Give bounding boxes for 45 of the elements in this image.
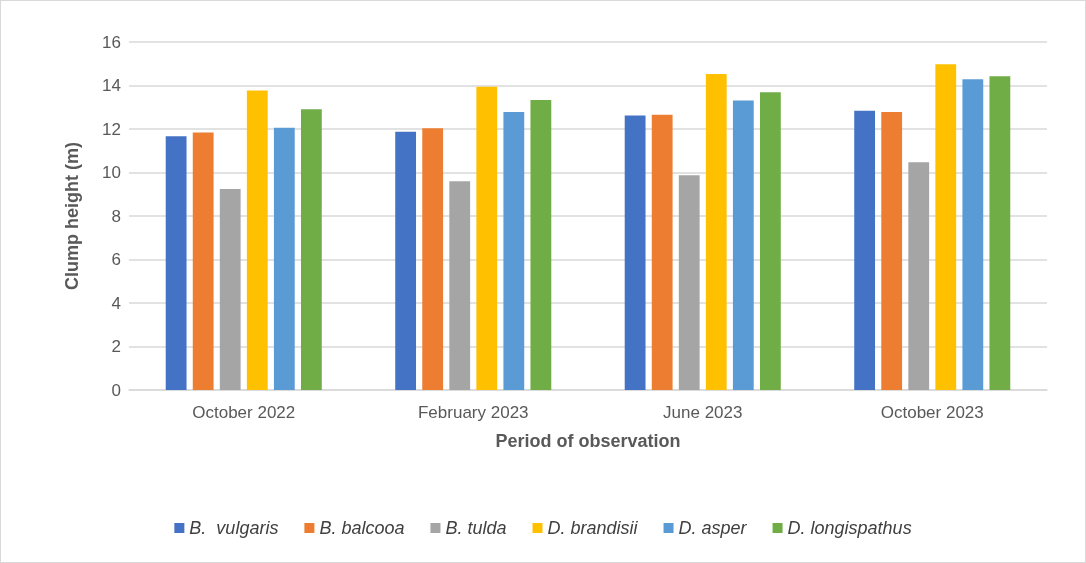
bar bbox=[678, 175, 700, 390]
x-axis-title: Period of observation bbox=[495, 431, 681, 451]
bar bbox=[759, 92, 781, 390]
x-tick-label: October 2022 bbox=[192, 403, 296, 422]
bar bbox=[705, 73, 727, 390]
bar bbox=[651, 114, 673, 390]
bar bbox=[476, 86, 498, 390]
bar bbox=[165, 136, 187, 390]
legend-label: B. tulda bbox=[445, 518, 507, 538]
legend-label: D. longispathus bbox=[787, 518, 912, 538]
bar bbox=[273, 127, 295, 390]
bar bbox=[219, 189, 241, 390]
bar bbox=[732, 100, 754, 390]
bar bbox=[395, 131, 417, 390]
bar bbox=[854, 110, 876, 390]
y-tick-label: 2 bbox=[111, 337, 121, 356]
y-tick-label: 16 bbox=[102, 32, 121, 52]
bar bbox=[989, 76, 1011, 390]
bar bbox=[503, 112, 525, 390]
bar bbox=[908, 162, 930, 390]
y-tick-label: 4 bbox=[111, 293, 121, 313]
y-tick-label: 10 bbox=[102, 163, 121, 182]
bar bbox=[935, 64, 957, 390]
legend-label: D. brandisii bbox=[547, 518, 639, 538]
x-tick-label: June 2023 bbox=[663, 403, 743, 422]
y-tick-label: 14 bbox=[102, 76, 121, 95]
legend-label: B. balcooa bbox=[319, 518, 405, 538]
y-tick-label: 12 bbox=[102, 119, 121, 139]
bar bbox=[962, 79, 984, 390]
y-tick-label: 8 bbox=[111, 206, 121, 226]
bar bbox=[881, 112, 903, 390]
y-tick-label: 6 bbox=[111, 250, 121, 269]
bar bbox=[192, 132, 214, 390]
x-tick-label: October 2023 bbox=[880, 403, 984, 422]
bar bbox=[422, 128, 444, 390]
bar bbox=[449, 181, 471, 390]
legend-label: D. asper bbox=[678, 518, 748, 538]
bar bbox=[624, 115, 646, 390]
bar bbox=[530, 100, 552, 390]
x-tick-label: February 2023 bbox=[417, 403, 529, 422]
bar bbox=[246, 90, 268, 390]
legend-label: B. vulgaris bbox=[189, 518, 279, 538]
y-axis-title: Clump height (m) bbox=[62, 142, 82, 290]
y-tick-label: 0 bbox=[111, 380, 121, 400]
bar bbox=[300, 109, 322, 390]
